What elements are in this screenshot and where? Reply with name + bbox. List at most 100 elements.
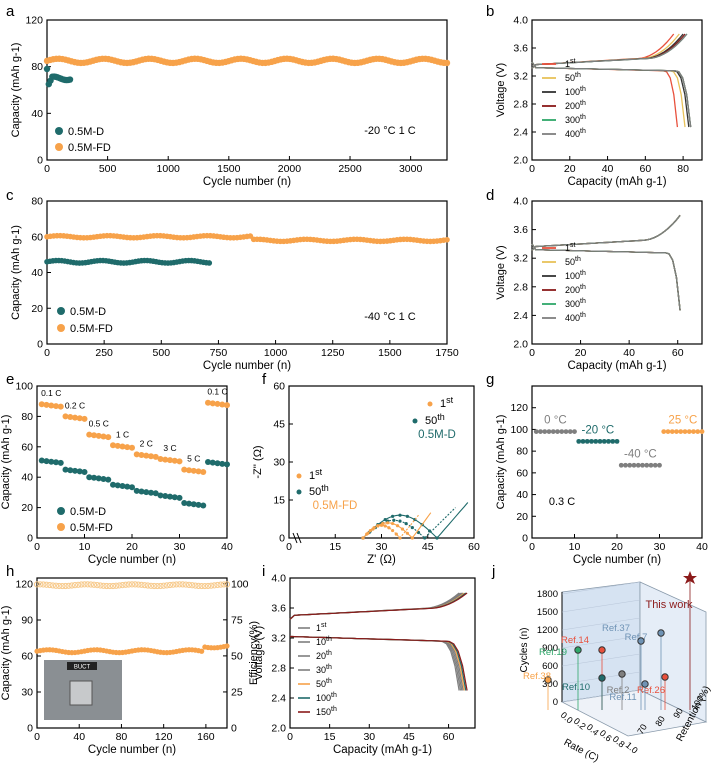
efficiency-point [94,582,101,589]
temp-point [589,438,594,444]
legend-sup: th [326,636,332,643]
nyquist-point [423,536,427,540]
x-tick-label: 0 [287,731,293,743]
x-tick-label: 30 [363,731,375,743]
y-tick-label: 40 [21,472,33,484]
temp-point [597,438,603,444]
y-tick-label: 0 [279,533,285,545]
y-axis-label: Capacity (mAh g-1) [10,43,22,138]
nyquist-point [391,521,395,526]
x-tick-label: 0 [529,347,535,359]
x-tick-label: 120 [155,731,173,743]
x-axis-label: Z' (Ω) [367,554,396,566]
x-tick-label: 750 [210,347,228,359]
efficiency-point [163,582,170,589]
ref-label: Ref.7 [625,632,648,643]
y-tick-label: 0 [37,155,43,167]
rate-point [152,490,159,497]
rate-point [157,492,164,499]
y2-tick-label: 25 [231,686,243,698]
efficiency-point [46,581,53,589]
legend-sup: th [331,692,337,699]
efficiency-point [109,582,117,590]
y-axis-label: Voltage (V) [495,245,507,299]
efficiency-point [144,582,151,589]
temp-point [601,438,607,444]
rate-point [53,459,59,466]
discharge-curve [531,243,681,311]
temp-point [542,429,548,434]
nyquist-point [435,536,439,540]
rate-point [67,467,74,474]
efficiency-point [211,582,218,589]
x-tick-label: 20 [575,347,587,359]
x-tick-label: 40 [696,541,708,553]
rate-point [62,413,69,420]
legend-sup: st [570,58,576,65]
rate-axis-label: Rate (C) [562,737,601,764]
grid-line [561,581,641,595]
nyquist-point [400,527,405,531]
y-tick-label: 100 [510,424,528,436]
rate-point [100,476,107,483]
efficiency-point [217,581,224,588]
ref-label: Ref.19 [539,647,567,658]
legend-sup: th [326,650,332,657]
plot-frame [531,19,703,161]
y2-tick-label: 75 [231,614,243,626]
rate-point [205,399,211,406]
y-tick-label: 4.0 [513,15,528,27]
retention-tick-label: 80 [653,714,667,728]
ref-point [661,673,669,681]
efficiency-point [87,581,94,588]
legend-label: 0.5M-D [70,506,106,518]
x-tick-label: 20 [126,541,138,553]
x-tick-label: 40 [73,731,85,743]
x-axis-label: Capacity (mAh g-1) [333,744,432,756]
condition-annotation: -20 °C 1 C [364,125,416,137]
x-tick-label: 20 [564,163,576,175]
rate-label: 5 C [187,454,200,464]
x-tick-label: 0 [34,541,40,553]
inset-label: BUCT [74,665,91,671]
rate-point [200,502,207,509]
y-tick-label: 2.4 [513,310,528,322]
panel-letter-e: e [6,371,14,388]
ref-label: Ref.38 [523,671,551,682]
nyquist-point [398,513,402,517]
temp-point [555,429,560,434]
legend-sup: th [580,100,586,107]
x-axis-label: Capacity (mAh g-1) [567,360,666,372]
y-tick-label: 2.4 [513,127,528,139]
legend-sup: th [580,298,586,305]
rate-point [138,452,145,459]
legend-marker-d [55,127,63,135]
efficiency-point [170,581,177,588]
y-tick-label: 15 [273,495,285,507]
x-tick-label: 45 [403,731,415,743]
rate-point [62,466,69,473]
legend-marker [427,401,433,407]
legend-label: 200th [565,100,586,111]
temp-point [686,429,692,434]
inset-screen [67,662,97,670]
legend-sup: th [437,412,445,422]
retention-tick-label: 70 [635,722,649,736]
y-tick-label: 2.4 [271,693,286,705]
x-axis-label: Cycle number (n) [203,176,291,188]
rate-point [86,474,93,481]
axis-break [296,532,302,544]
temp-point [614,438,620,444]
rate-point [171,457,178,464]
legend-label: 0.5M-D [68,126,104,138]
x-tick-label: 30 [376,541,388,553]
rate-point [224,461,230,468]
temp-point [623,462,628,468]
rate-point [110,442,116,449]
y-tick-label: 3.6 [513,43,528,55]
nyquist-point [372,526,376,530]
rate-point [105,476,112,483]
rate-point [214,400,221,407]
cycles-axis-label: Cycles (n) [519,627,530,672]
